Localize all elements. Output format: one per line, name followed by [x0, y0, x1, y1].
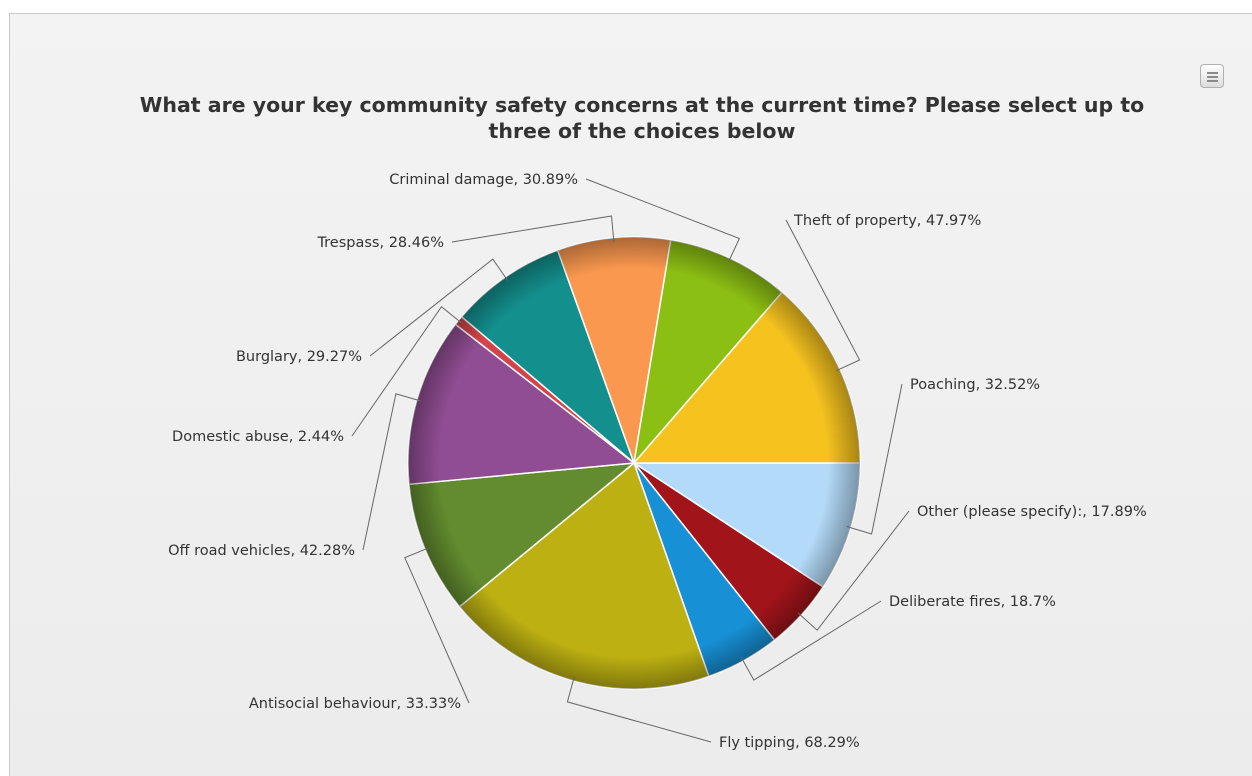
chart-title: What are your key community safety conce… — [10, 92, 1252, 144]
connector-theft-of-property — [785, 219, 861, 372]
data-label-poaching: Poaching, 32.52% — [910, 377, 1040, 393]
menu-lines-icon — [1207, 72, 1218, 74]
data-label-deliberate-fires: Deliberate fires, 18.7% — [889, 594, 1056, 610]
data-label-criminal-damage: Criminal damage, 30.89% — [389, 172, 578, 188]
data-label-burglary: Burglary, 29.27% — [236, 349, 362, 365]
data-label-other-please-specify: Other (please specify):, 17.89% — [917, 504, 1147, 520]
connector-burglary — [369, 258, 509, 357]
chart-title-line-2: three of the choices below — [488, 119, 796, 143]
connector-domestic-abuse — [351, 305, 463, 437]
data-label-theft-of-property: Theft of property, 47.97% — [793, 213, 981, 229]
connector-antisocial-behaviour — [404, 547, 470, 704]
pie-chart: Poaching, 32.52% Other (please specify):,… — [168, 172, 1147, 751]
chart-panel: What are your key community safety conce… — [9, 13, 1252, 776]
connector-other-please-specify — [797, 510, 910, 631]
data-label-antisocial-behaviour: Antisocial behaviour, 33.33% — [249, 696, 461, 712]
data-label-fly-tipping: Fly tipping, 68.29% — [719, 735, 860, 751]
connector-criminal-damage — [585, 178, 741, 263]
connector-off-road-vehicles — [362, 393, 421, 551]
chart-title-line-1: What are your key community safety conce… — [139, 93, 1145, 117]
connector-fly-tipping — [566, 676, 712, 743]
connector-deliberate-fires — [740, 600, 882, 681]
connector-trespass — [451, 215, 615, 243]
data-label-trespass: Trespass, 28.46% — [316, 235, 444, 251]
connector-poaching — [846, 383, 903, 535]
export-menu-button[interactable] — [1200, 64, 1224, 88]
data-label-domestic-abuse: Domestic abuse, 2.44% — [172, 429, 344, 445]
data-label-off-road-vehicles: Off road vehicles, 42.28% — [168, 543, 355, 559]
